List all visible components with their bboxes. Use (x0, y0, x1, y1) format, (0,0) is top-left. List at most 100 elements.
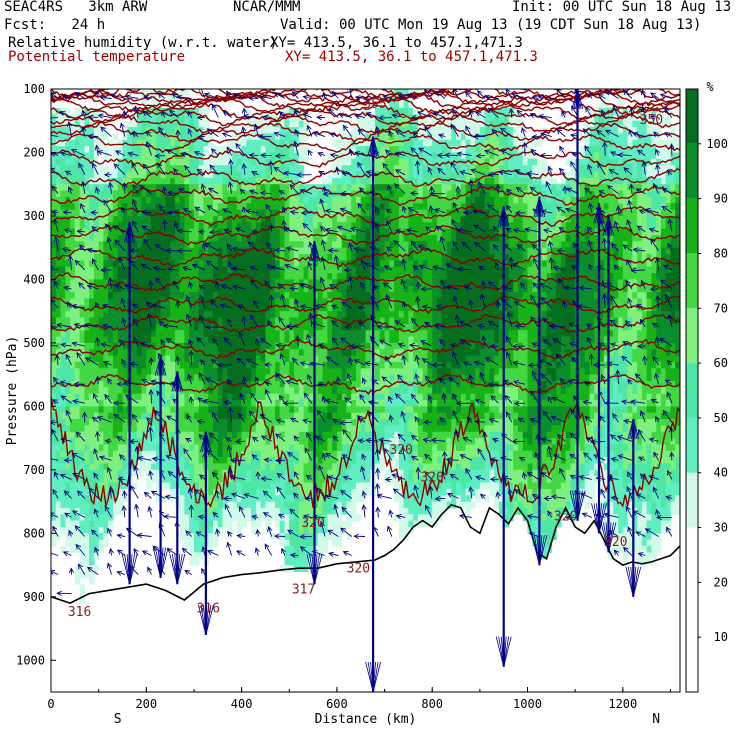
rh-cell (275, 260, 281, 268)
rh-cell (217, 317, 224, 325)
rh-cell (136, 323, 143, 331)
rh-cell (356, 171, 362, 179)
rh-cell (365, 419, 371, 426)
rh-cell (403, 342, 409, 350)
rh-cell (51, 507, 57, 515)
rh-cell (84, 120, 90, 128)
rh-cell (184, 146, 190, 153)
rh-cell (241, 209, 247, 217)
rh-cell (222, 235, 228, 242)
field-label-rh: Relative humidity (w.r.t. water) (8, 35, 278, 51)
rh-cell (165, 139, 171, 147)
rh-cell (313, 406, 319, 414)
rh-cell (317, 273, 324, 280)
rh-cell (189, 539, 195, 547)
rh-cell (317, 476, 324, 484)
rh-cell (284, 235, 290, 242)
rh-cell (351, 463, 357, 471)
rh-cell (327, 438, 333, 445)
rh-cell (136, 127, 143, 134)
rh-cell (241, 222, 247, 230)
rh-cell (160, 412, 166, 420)
rh-cell (146, 292, 152, 299)
rh-cell (122, 374, 128, 382)
rh-cell (165, 400, 171, 407)
rh-cell (122, 431, 128, 439)
rh-cell (65, 393, 71, 401)
rh-cell (65, 412, 71, 420)
rh-cell (136, 311, 143, 319)
rh-cell (303, 114, 309, 122)
rh-cell (203, 139, 209, 147)
rh-cell (93, 393, 100, 401)
rh-cell (255, 501, 262, 509)
rh-cell (189, 400, 195, 407)
rh-cell (189, 215, 195, 223)
rh-cell (260, 177, 267, 185)
rh-cell (141, 190, 147, 198)
rh-cell (151, 361, 157, 369)
rh-cell (336, 374, 343, 382)
rh-cell (93, 419, 100, 426)
rh-cell (160, 158, 166, 166)
rh-cell (260, 355, 267, 363)
rh-cell (141, 279, 147, 287)
rh-cell (365, 247, 371, 255)
rh-cell (294, 507, 300, 515)
rh-cell (227, 457, 233, 464)
rh-cell (341, 304, 348, 312)
rh-cell (365, 165, 371, 173)
rh-cell (265, 501, 271, 509)
rh-cell (98, 235, 105, 242)
rh-cell (398, 215, 405, 223)
rh-cell (322, 412, 328, 420)
rh-cell (60, 546, 66, 553)
rh-cell (389, 292, 395, 299)
rh-cell (227, 209, 233, 217)
rh-cell (251, 158, 257, 166)
rh-cell (60, 387, 66, 395)
rh-cell (151, 292, 157, 299)
rh-cell (165, 393, 171, 401)
rh-cell (155, 368, 162, 376)
rh-cell (403, 419, 409, 426)
rh-cell (317, 450, 324, 458)
rh-cell (241, 520, 247, 528)
rh-cell (184, 463, 190, 471)
rh-cell (255, 393, 262, 401)
rh-cell (155, 412, 162, 420)
rh-cell (336, 285, 343, 293)
rh-cell (341, 196, 348, 204)
rh-cell (351, 419, 357, 426)
rh-cell (375, 133, 381, 141)
rh-cell (308, 241, 314, 249)
rh-cell (384, 444, 390, 452)
rh-cell (413, 196, 419, 204)
rh-cell (379, 146, 386, 153)
rh-cell (136, 368, 143, 376)
rh-cell (408, 171, 414, 179)
rh-cell (65, 520, 71, 528)
rh-cell (294, 463, 300, 471)
rh-cell (89, 139, 95, 147)
rh-cell (51, 431, 57, 439)
rh-cell (136, 463, 143, 471)
rh-cell (165, 387, 171, 395)
rh-cell (151, 438, 157, 445)
rh-cell (108, 387, 114, 395)
rh-cell (65, 285, 71, 293)
rh-cell (55, 450, 62, 458)
rh-cell (327, 317, 333, 325)
rh-cell (198, 393, 205, 401)
rh-cell (227, 298, 233, 306)
rh-cell (79, 368, 85, 376)
rh-cell (236, 482, 243, 490)
rh-cell (84, 546, 90, 553)
rh-cell (303, 279, 309, 287)
rh-cell (351, 152, 357, 160)
rh-cell (389, 400, 395, 407)
rh-cell (379, 184, 386, 192)
rh-cell (146, 184, 152, 192)
rh-cell (155, 323, 162, 331)
rh-cell (151, 450, 157, 458)
